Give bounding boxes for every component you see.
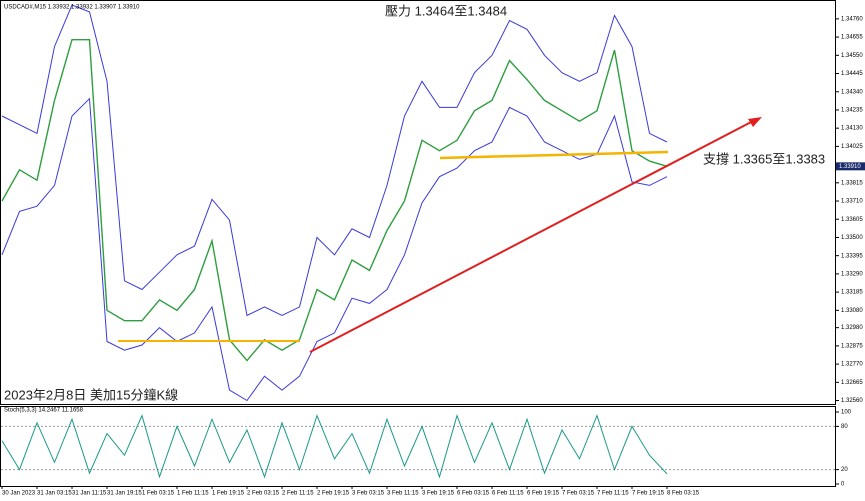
- y-tick-label: 1.34235: [841, 108, 863, 114]
- y-tick-label: 1.34130: [841, 126, 863, 132]
- y-tick-label: 1.34340: [841, 89, 863, 95]
- x-tick-label: 31 Jan 19:15: [107, 491, 142, 497]
- price-line: [1, 39, 668, 362]
- x-tick-label: 7 Feb 03:15: [562, 491, 595, 497]
- y-tick-label: 1.33395: [841, 253, 863, 259]
- x-tick-label: 31 Jan 11:15: [72, 491, 107, 497]
- price-line: [1, 4, 668, 317]
- x-tick-label: 1 Feb 03:15: [142, 491, 175, 497]
- symbol-header: USDCAD#,M15 1.33932 1.33932 1.33907 1.33…: [4, 5, 140, 11]
- stoch-header: Stoch(5,3,3) 14.2467 11.1658: [4, 408, 84, 414]
- y-tick-label: 1.34025: [841, 144, 863, 150]
- x-tick-label: 3 Feb 11:15: [387, 491, 419, 497]
- x-tick-label: 2 Feb 11:15: [282, 491, 314, 497]
- y-tick-label: 20: [841, 467, 848, 473]
- x-tick-label: 1 Feb 11:15: [177, 491, 209, 497]
- y-tick-label: 1.32875: [841, 343, 863, 349]
- current-price-label: 1.33910: [839, 164, 861, 170]
- x-tick-label: 7 Feb 11:15: [597, 491, 629, 497]
- y-tick-label: 1.33500: [841, 235, 863, 241]
- y-tick-label: 1.32980: [841, 325, 863, 331]
- y-tick-label: 1.32665: [841, 380, 863, 386]
- y-tick-label: 80: [841, 424, 848, 430]
- y-tick-label: 100: [841, 410, 852, 416]
- y-tick-label: 1.33815: [841, 180, 863, 186]
- y-tick-label: 1.32770: [841, 362, 863, 368]
- y-tick-label: 1.32560: [841, 398, 863, 404]
- stoch-line: [1, 414, 668, 479]
- price-line: [1, 97, 668, 402]
- x-tick-label: 2 Feb 03:15: [247, 491, 280, 497]
- x-tick-label: 1 Feb 19:15: [212, 491, 245, 497]
- x-tick-label: 8 Feb 03:15: [667, 491, 700, 497]
- y-tick-label: 1.34550: [841, 53, 863, 59]
- y-tick-label: 0: [841, 482, 845, 488]
- y-tick-label: 1.33080: [841, 308, 863, 314]
- x-tick-label: 2 Feb 19:15: [317, 491, 350, 497]
- y-tick-label: 1.34655: [841, 35, 863, 41]
- resistance-note: 壓力 1.3464至1.3484: [385, 3, 507, 18]
- y-tick-label: 1.33710: [841, 199, 863, 205]
- main-frame: [0, 0, 836, 405]
- chart-caption: 2023年2月8日 美加15分鐘K線: [4, 387, 178, 402]
- y-tick-label: 1.33185: [841, 290, 863, 296]
- x-tick-label: 6 Feb 03:15: [457, 491, 490, 497]
- current-price-box: [836, 162, 865, 171]
- trend-arrow: [748, 117, 762, 127]
- x-tick-label: 7 Feb 19:15: [632, 491, 665, 497]
- x-tick-label: 6 Feb 19:15: [527, 491, 560, 497]
- y-tick-label: 1.34445: [841, 71, 863, 77]
- support-note: 支撐 1.3365至1.3383: [703, 151, 825, 166]
- x-tick-label: 3 Feb 19:15: [422, 491, 455, 497]
- resistance-line: [439, 150, 669, 160]
- plots: 30 Jan 2023 31 Jan 03:15 31 Jan 11:15 31 Ja…: [1, 4, 865, 497]
- x-tick-label: 3 Feb 03:15: [352, 491, 385, 497]
- stoch-frame: [0, 406, 836, 487]
- y-tick-label: 1.34760: [841, 16, 863, 22]
- x-tick-label: 6 Feb 11:15: [492, 491, 524, 497]
- x-tick-label: 31 Jan 03:15: [37, 491, 72, 497]
- y-tick-label: 1.33605: [841, 217, 863, 223]
- y-tick-label: 1.33290: [841, 271, 863, 277]
- trend-line: [309, 119, 756, 353]
- x-tick-label: 30 Jan 2023: [2, 491, 36, 497]
